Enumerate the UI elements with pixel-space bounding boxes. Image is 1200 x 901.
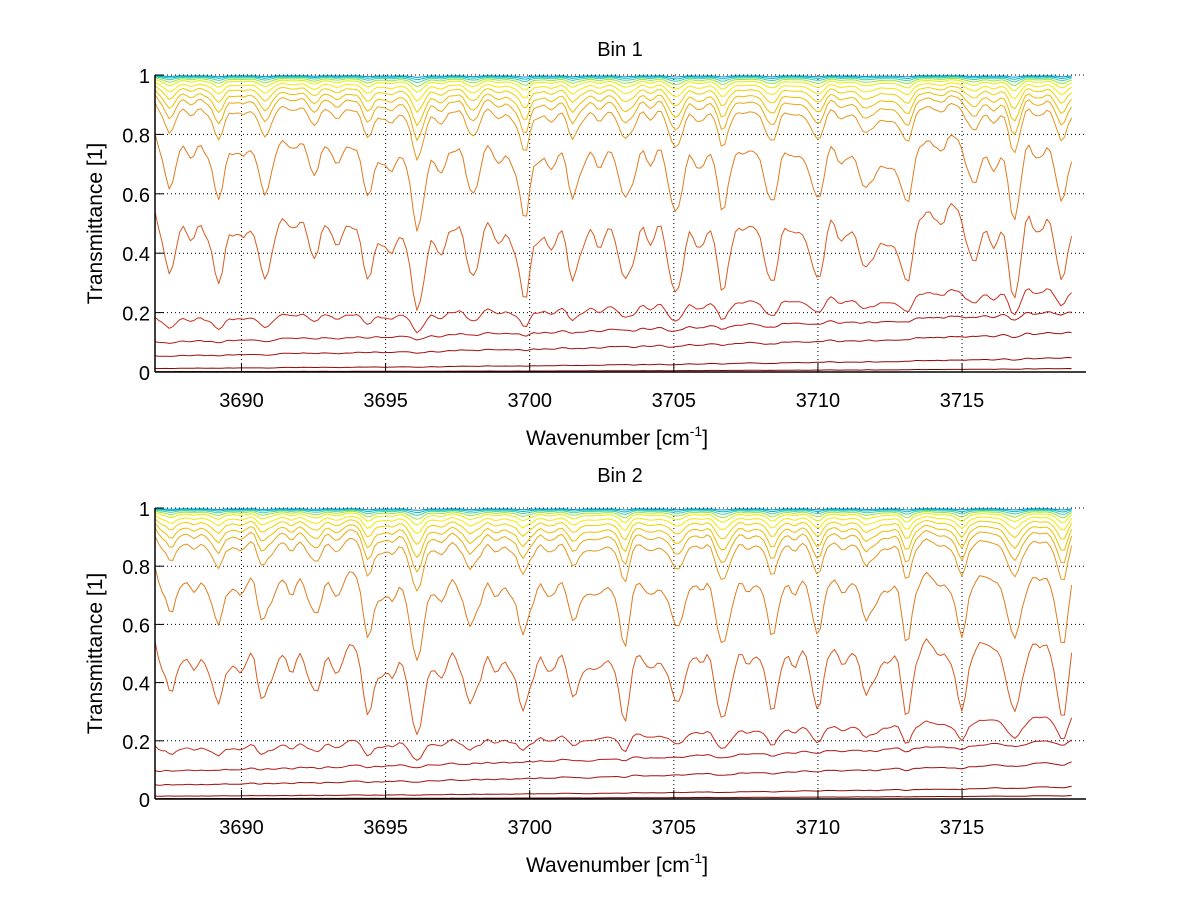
series-line	[154, 357, 1072, 369]
series-line	[154, 75, 1072, 81]
series-group	[154, 508, 1073, 800]
series-line	[154, 535, 1073, 592]
series-line	[154, 527, 1073, 573]
x-axis-label-superscript: -1	[690, 423, 703, 439]
series-line	[154, 94, 1073, 141]
x-axis-label-close: ]	[702, 427, 708, 450]
series-line	[154, 509, 1072, 516]
x-axis-label-text: Wavenumber [cm	[526, 854, 690, 877]
series-line	[154, 311, 1072, 344]
series-line	[154, 761, 1072, 786]
series-line	[154, 133, 1073, 232]
series-line	[154, 638, 1073, 735]
x-tick-label: 3695	[363, 390, 408, 412]
x-axis-label-text: Wavenumber [cm	[526, 427, 690, 450]
series-line	[154, 75, 1072, 78]
chart-title: Bin 1	[597, 39, 643, 61]
x-tick-label: 3705	[652, 817, 697, 839]
x-axis-label-close: ]	[702, 854, 708, 877]
x-tick-label: 3705	[652, 390, 697, 412]
x-tick-label: 3690	[219, 390, 264, 412]
series-line	[154, 518, 1073, 545]
y-axis-label: Transmittance [1]	[84, 573, 107, 734]
y-axis-label: Transmittance [1]	[84, 143, 107, 304]
y-tick-label: 0	[139, 363, 150, 385]
series-line	[154, 89, 1072, 127]
series-line	[154, 77, 1072, 88]
series-group	[154, 75, 1073, 373]
chart-title: Bin 2	[597, 465, 643, 487]
series-line	[154, 716, 1073, 761]
series-line	[154, 508, 1072, 514]
series-line	[155, 368, 1072, 373]
series-line	[154, 331, 1072, 357]
grid-lines	[155, 507, 1086, 800]
x-tick-labels: 3690 3695 3700 3705 3710 3715	[219, 817, 984, 839]
series-line	[154, 785, 1072, 797]
x-tick-label: 3710	[796, 390, 841, 412]
y-tick-label: 0.2	[122, 732, 150, 754]
x-axis-label: Wavenumber [cm-1]	[526, 850, 708, 877]
y-tick-labels: 0 0.2 0.4 0.6 0.8 1	[122, 66, 150, 385]
series-line	[154, 81, 1072, 102]
x-axis-label-superscript: -1	[690, 850, 703, 866]
series-line	[154, 514, 1073, 535]
series-line	[154, 566, 1073, 661]
y-tick-label: 0.2	[122, 304, 150, 326]
y-tick-label: 0.6	[122, 185, 150, 207]
y-tick-label: 0.6	[122, 615, 150, 637]
y-tick-label: 0.8	[122, 125, 150, 147]
axes	[154, 507, 1086, 800]
x-tick-label: 3710	[796, 817, 841, 839]
series-line	[154, 76, 1072, 84]
series-line	[154, 203, 1073, 311]
x-tick-label: 3700	[507, 817, 552, 839]
series-line	[154, 288, 1072, 334]
y-tick-labels: 0 0.2 0.4 0.6 0.8 1	[122, 499, 150, 812]
series-line	[154, 78, 1072, 93]
y-tick-label: 1	[139, 499, 150, 521]
x-tick-label: 3700	[507, 390, 552, 412]
series-line	[154, 522, 1073, 558]
y-tick-label: 0.4	[122, 244, 150, 266]
grid-lines	[155, 74, 1086, 373]
series-line	[154, 510, 1072, 520]
x-tick-label: 3690	[219, 817, 264, 839]
series-line	[154, 85, 1072, 113]
x-axis-label: Wavenumber [cm-1]	[526, 423, 708, 450]
x-tick-label: 3715	[940, 817, 985, 839]
series-line	[154, 102, 1073, 161]
subplot-bin-1: Bin 1 3690 3695 3700 3705 3710 3715 0 0.…	[84, 39, 1086, 450]
series-line	[154, 511, 1072, 526]
x-tick-label: 3695	[363, 817, 408, 839]
y-tick-label: 0.4	[122, 674, 150, 696]
subplot-bin-2: Bin 2 3690 3695 3700 3705 3710 3715 0 0.…	[84, 465, 1086, 877]
y-tick-label: 1	[139, 66, 150, 88]
axes	[154, 74, 1086, 373]
y-tick-label: 0.8	[122, 557, 150, 579]
x-tick-label: 3715	[940, 390, 985, 412]
series-line	[154, 739, 1072, 772]
x-tick-labels: 3690 3695 3700 3705 3710 3715	[219, 390, 984, 412]
y-tick-label: 0	[139, 790, 150, 812]
series-line	[154, 508, 1072, 511]
